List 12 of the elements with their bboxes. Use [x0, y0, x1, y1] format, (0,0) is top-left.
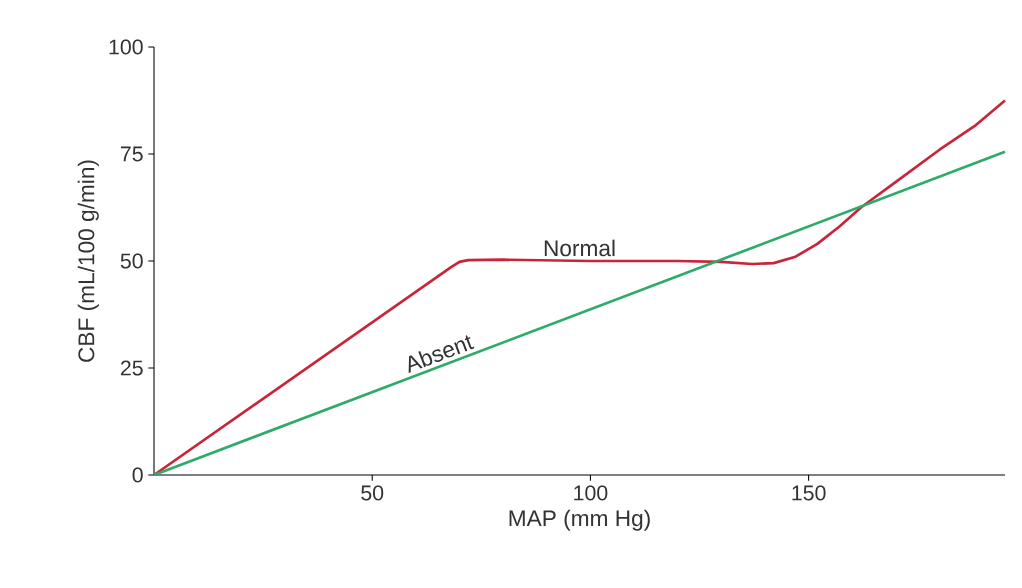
x-tick-label: 50: [361, 485, 384, 501]
y-tick-label: 75: [120, 146, 143, 162]
y-tick-label: 100: [109, 39, 143, 55]
y-tick-label: 25: [120, 360, 143, 376]
x-tick-label: 100: [574, 485, 608, 501]
y-tick-label: 0: [132, 467, 143, 483]
y-tick-label: 50: [120, 253, 143, 269]
x-axis-title: MAP (mm Hg): [509, 509, 650, 531]
x-tick-label: 150: [792, 485, 826, 501]
y-axis-title: CBF (mL/100 g/min): [77, 160, 99, 362]
text: Absent: [408, 335, 475, 374]
series-label: Normal: [544, 239, 615, 257]
